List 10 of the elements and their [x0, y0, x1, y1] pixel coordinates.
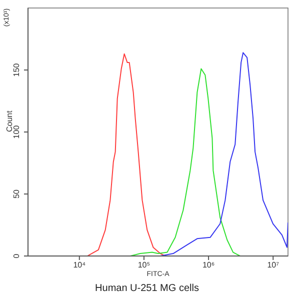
x-tick-label: 10⁵	[138, 260, 150, 270]
x-tick-label: 10⁷	[267, 260, 280, 270]
y-tick-label: 150	[12, 62, 21, 77]
y-axis-title: Count	[4, 110, 14, 132]
y-tick-label: 0	[12, 253, 21, 258]
text: Human U-251 MG cells	[94, 283, 200, 294]
x-tick-label: 10⁶	[202, 260, 215, 270]
y-tick-label: 50	[12, 189, 21, 198]
y-tick-label: 100	[12, 124, 21, 139]
x-tick-label: 10⁴	[73, 260, 86, 270]
